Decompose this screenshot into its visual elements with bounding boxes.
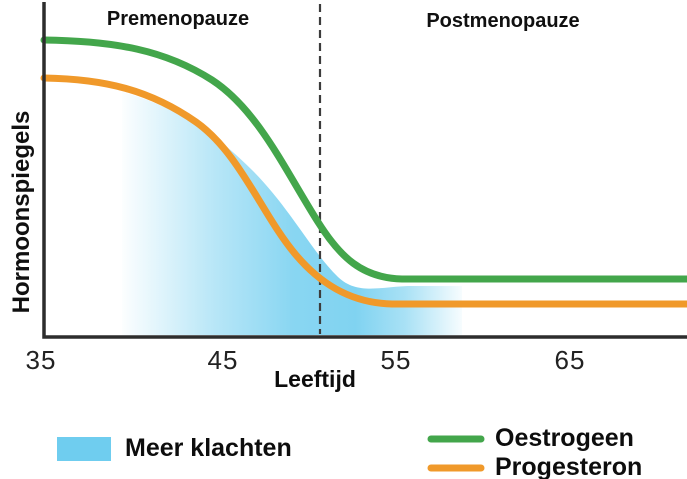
- legend-item-meer-klachten: Meer klachten: [57, 434, 292, 463]
- y-axis-label: Hormoonspiegels: [8, 110, 35, 314]
- meer-klachten-swatch-icon: [57, 436, 111, 461]
- oestrogeen-curve: [40, 36, 687, 283]
- legend-item-oestrogeen: Oestrogeen: [427, 424, 634, 453]
- progesteron-line-swatch-icon: [427, 464, 485, 471]
- x-tick-65: 65: [554, 345, 586, 375]
- legend-label-meer-klachten: Meer klachten: [125, 434, 292, 462]
- x-tick-55: 55: [380, 345, 412, 375]
- progesteron-curve: [40, 74, 687, 308]
- premenopauze-label: Premenopauze: [106, 8, 250, 30]
- legend-label-progesteron: Progesteron: [495, 453, 643, 479]
- postmenopauze-label: Postmenopauze: [426, 10, 580, 32]
- meer-klachten-shaded-area: [122, 92, 462, 335]
- legend-label-oestrogeen: Oestrogeen: [495, 424, 634, 452]
- axes: [42, 2, 687, 339]
- oestrogeen-line-swatch-icon: [427, 435, 485, 442]
- legend-item-progesteron: Progesteron: [427, 453, 642, 479]
- x-tick-35: 35: [25, 345, 57, 375]
- x-tick-45: 45: [207, 345, 239, 375]
- x-axis-label: Leeftijd: [274, 366, 356, 392]
